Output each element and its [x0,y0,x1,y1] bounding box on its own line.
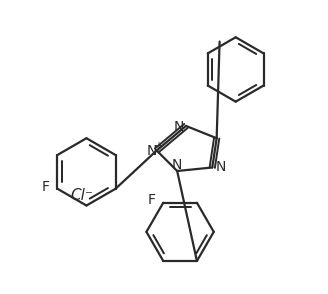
Text: Cl⁻: Cl⁻ [71,188,93,203]
Text: N: N [172,158,182,172]
Text: N: N [146,143,156,158]
Text: F: F [148,193,155,207]
Text: F: F [42,180,50,194]
Text: N: N [174,121,184,134]
Text: N: N [215,161,226,174]
Text: +: + [154,141,162,151]
